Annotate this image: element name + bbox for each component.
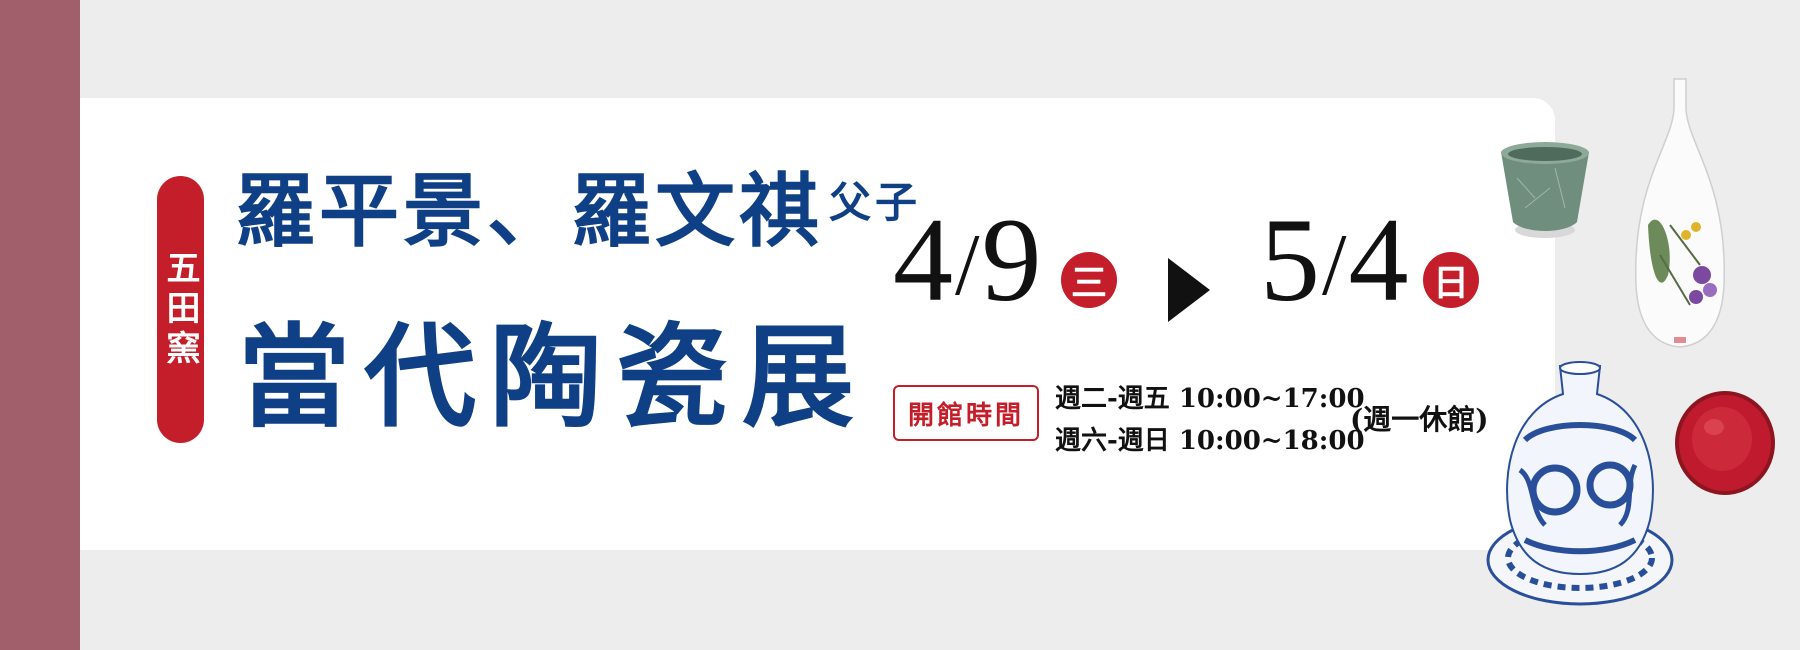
end-date: 5/4 [1260, 200, 1408, 320]
blue-white-jar-image [1486, 361, 1674, 606]
start-weekday-badge: 三 [1061, 252, 1117, 308]
start-date: 4/9 [893, 200, 1041, 320]
play-arrow-icon [1168, 258, 1210, 322]
opening-hours: 週二-週五 10:00~17:00 週六-週日 10:00~18:00 [1055, 378, 1365, 462]
start-day: 9 [981, 193, 1042, 326]
artists-relation: 父子 [829, 178, 922, 227]
opening-hours-label: 開館時間 [893, 385, 1039, 441]
end-weekday-badge: 日 [1423, 252, 1479, 308]
end-day: 4 [1348, 193, 1409, 326]
weekend-hours: 週六-週日 10:00~18:00 [1055, 426, 1365, 456]
red-bowl-image [1675, 391, 1775, 495]
left-accent-bar [0, 0, 80, 650]
start-month: 4 [893, 193, 953, 326]
celadon-cup-image [1501, 142, 1589, 238]
brand-seal-text: 五田窯 [160, 249, 200, 370]
exhibition-title: 當代陶瓷展 [238, 313, 868, 443]
date-slash: / [955, 217, 980, 314]
exhibition-artists-title: 羅平景、羅文祺 父子 [235, 172, 921, 252]
banner-card [80, 98, 1555, 550]
end-month: 5 [1260, 193, 1320, 326]
brand-seal: 五田窯 [157, 176, 204, 443]
date-slash: / [1322, 217, 1347, 314]
painted-vase-image [1635, 78, 1725, 348]
weekday-hours: 週二-週五 10:00~17:00 [1055, 384, 1365, 414]
closed-day-note: (週一休館) [1350, 403, 1489, 436]
artists-names: 羅平景、羅文祺 [235, 165, 823, 258]
